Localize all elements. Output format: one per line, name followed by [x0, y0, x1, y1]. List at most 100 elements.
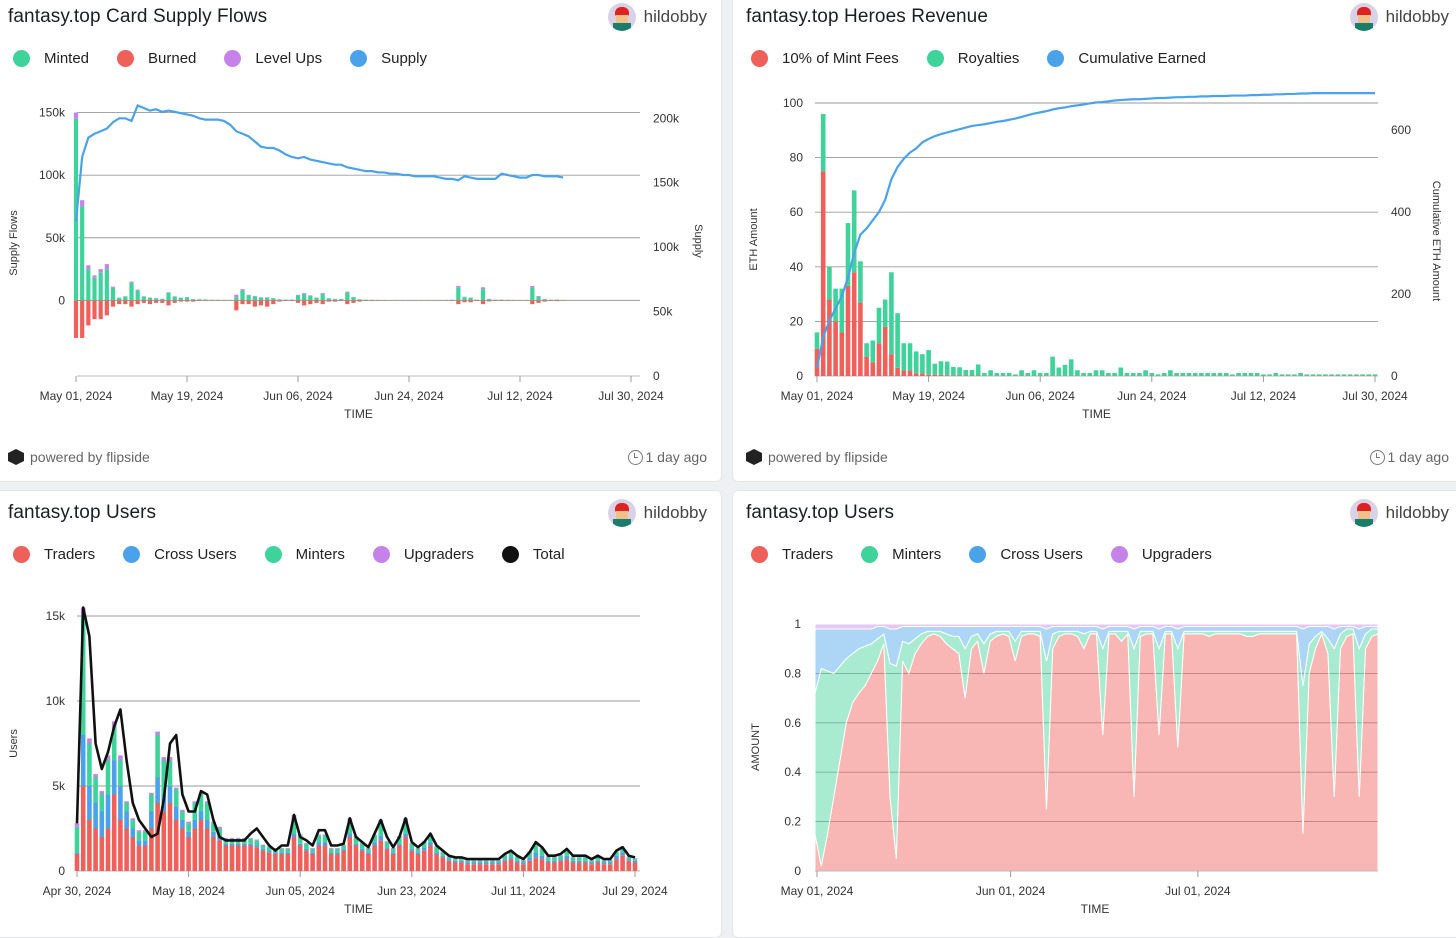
bar-minters — [75, 827, 80, 853]
bar-royalties — [908, 343, 913, 370]
y-tick-label: 5k — [52, 779, 66, 793]
bar-minted — [370, 300, 374, 301]
bar-minted — [277, 299, 281, 300]
bar-minted — [271, 299, 275, 301]
x-tick-label: Jun 06, 2024 — [1005, 389, 1075, 403]
bar-minters — [137, 832, 142, 841]
bar-burned — [327, 300, 331, 301]
bar-burned — [259, 300, 263, 305]
bar-level-ups — [265, 297, 269, 298]
bar-cross-users — [143, 840, 148, 845]
bar-royalties — [926, 350, 931, 375]
bar-royalties — [945, 362, 950, 376]
bar-royalties — [821, 114, 826, 171]
bar-upgraders — [286, 848, 291, 849]
bar-level-ups — [321, 293, 325, 294]
bar-royalties — [1150, 373, 1155, 376]
bar-cross-users — [534, 852, 539, 857]
bar-traders — [509, 859, 514, 871]
x-tick-label: May 01, 2024 — [781, 389, 854, 403]
bar-traders — [267, 852, 272, 871]
bar-minters — [143, 832, 148, 841]
powered-by[interactable]: powered by flipside — [746, 449, 888, 465]
bar-upgraders — [131, 818, 136, 820]
bar-minted — [247, 295, 251, 300]
bar-burned — [148, 300, 152, 304]
bar-cross-users — [205, 820, 210, 829]
powered-by[interactable]: powered by flipside — [8, 449, 150, 465]
bar-minters — [186, 823, 191, 832]
bar-minted — [456, 288, 460, 301]
y-tick-label: 1 — [794, 617, 801, 631]
bar-royalties — [1274, 373, 1279, 376]
bar-traders — [354, 846, 359, 872]
bar-cross-users — [633, 861, 638, 863]
bar-minted — [240, 290, 244, 300]
bar-mint-fees — [939, 375, 944, 376]
line-total — [77, 608, 635, 860]
bar-cross-users — [298, 844, 303, 846]
bar-burned — [271, 300, 275, 304]
bar-traders — [335, 854, 340, 871]
bar-royalties — [1336, 374, 1341, 375]
bar-cross-users — [596, 861, 601, 863]
bar-burned — [469, 300, 473, 302]
bar-traders — [217, 840, 222, 871]
bar-burned — [302, 300, 306, 305]
bar-minted — [197, 299, 201, 300]
bar-traders — [577, 863, 582, 872]
bar-traders — [441, 857, 446, 871]
bar-royalties — [920, 354, 925, 373]
bar-traders — [447, 861, 452, 871]
bar-minted — [290, 300, 294, 301]
y2-tick-label: 200 — [1391, 287, 1411, 301]
x-axis-title: TIME — [1082, 407, 1111, 421]
bar-minters — [149, 795, 154, 812]
bar-traders — [422, 851, 427, 871]
y-tick-label: 0.2 — [784, 815, 801, 829]
bar-traders — [310, 854, 315, 871]
bar-traders — [496, 864, 501, 871]
bar-cross-users — [403, 834, 408, 837]
bar-traders — [515, 863, 520, 872]
x-tick-label: May 18, 2024 — [152, 884, 225, 898]
bar-royalties — [939, 361, 944, 375]
bar-upgraders — [118, 755, 123, 760]
bar-traders — [143, 846, 148, 872]
bar-royalties — [1373, 374, 1378, 375]
bar-royalties — [1075, 370, 1080, 375]
bar-traders — [596, 863, 601, 872]
bar-royalties — [902, 343, 907, 370]
powered-label: powered by flipside — [30, 449, 150, 465]
bar-royalties — [858, 261, 863, 302]
bar-burned — [450, 300, 454, 301]
bar-cross-users — [242, 844, 247, 846]
bar-minters — [490, 861, 495, 863]
bar-traders — [614, 859, 619, 871]
bar-royalties — [877, 308, 882, 343]
bar-upgraders — [180, 810, 185, 812]
x-tick-label: May 19, 2024 — [892, 389, 965, 403]
y2-tick-label: 0 — [1391, 369, 1398, 383]
bar-minters — [447, 857, 452, 859]
bar-traders — [484, 864, 489, 871]
bar-royalties — [895, 313, 900, 368]
bar-minted — [487, 299, 491, 300]
x-tick-label: May 01, 2024 — [781, 884, 854, 898]
bar-cross-users — [131, 829, 136, 838]
y-tick-label: 100k — [39, 168, 66, 182]
bar-minted — [185, 297, 189, 300]
bar-royalties — [1230, 374, 1235, 375]
bar-minters — [416, 849, 421, 852]
bar-royalties — [988, 370, 993, 375]
bar-minters — [546, 857, 551, 860]
bar-traders — [416, 854, 421, 871]
bar-mint-fees — [951, 375, 956, 376]
y-axis-title: ETH Amount — [748, 208, 760, 270]
bar-level-ups — [240, 289, 244, 290]
bar-traders — [558, 861, 563, 871]
